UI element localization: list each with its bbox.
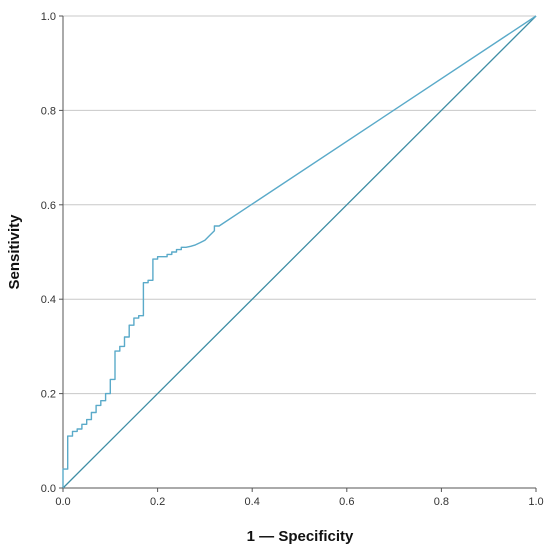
x-tick-label: 0.0	[55, 496, 70, 508]
x-tick-label: 0.8	[434, 496, 449, 508]
x-tick-label: 0.6	[339, 496, 354, 508]
x-tick-label: 0.2	[150, 496, 165, 508]
y-tick-label: 1.0	[41, 11, 56, 23]
x-ticks: 0.0 0.2 0.4 0.6 0.8 1.0	[55, 488, 544, 508]
plot-frame	[62, 16, 536, 489]
y-tick-label: 0.4	[41, 294, 56, 306]
x-tick-label: 1.0	[528, 496, 543, 508]
reference-line-group	[62, 15, 537, 489]
roc-curve-line	[62, 15, 537, 488]
y-axis-title: Sensitivity	[6, 214, 23, 290]
y-tick-label: 0.0	[41, 483, 56, 495]
grid	[63, 15, 536, 395]
y-tick-label: 0.2	[41, 389, 56, 401]
y-tick-label: 0.6	[41, 200, 56, 212]
roc-curve-group	[62, 15, 537, 488]
x-tick-label: 0.4	[245, 496, 260, 508]
y-tick-label: 0.8	[41, 105, 56, 117]
y-ticks: 0.0 0.2 0.4 0.6 0.8 1.0	[41, 11, 63, 495]
reference-line	[62, 15, 537, 489]
x-axis-title: 1 — Specificity	[247, 528, 354, 545]
